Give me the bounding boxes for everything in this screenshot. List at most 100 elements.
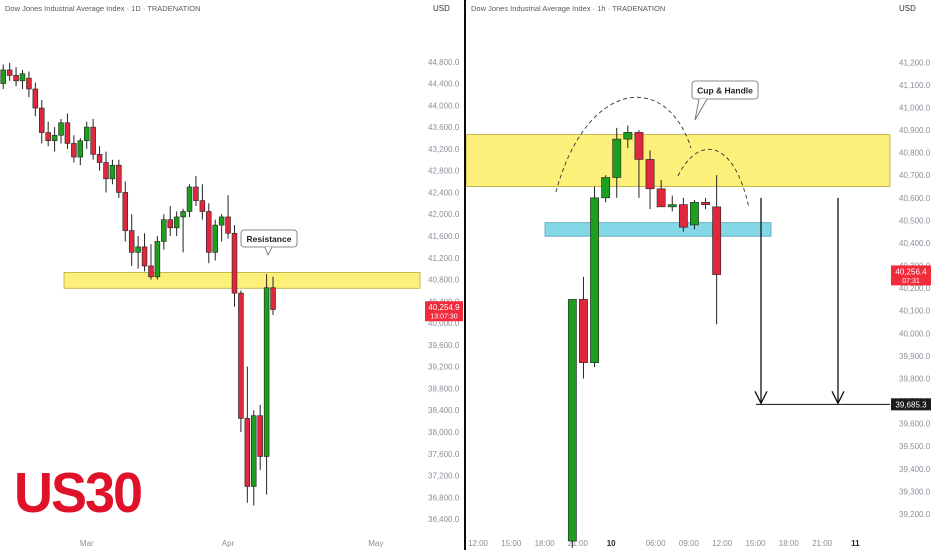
- candle-body: [64, 122, 71, 144]
- y-tick-label: 36,400.0: [428, 515, 460, 524]
- y-tick-label: 38,400.0: [428, 406, 460, 415]
- y-tick-label: 44,400.0: [428, 80, 460, 89]
- candle-body: [26, 77, 32, 90]
- y-tick-label: 41,100.0: [899, 81, 931, 90]
- right-chart-pane[interactable]: Dow Jones Industrial Average Index · 1h …: [466, 0, 932, 550]
- candle-body: [83, 126, 90, 142]
- y-tick-label: 39,400.0: [899, 465, 931, 474]
- cup-arc: [555, 96, 692, 193]
- candle-body: [678, 204, 688, 228]
- x-tick-label: 15:00: [745, 539, 766, 548]
- y-tick-label: 41,200.0: [428, 254, 460, 263]
- x-tick-label: 15:00: [501, 539, 522, 548]
- candle-body: [148, 265, 154, 278]
- candle-body: [186, 186, 193, 212]
- last-price-value: 40,254.9: [428, 303, 460, 312]
- x-tick-label: 12:00: [468, 539, 489, 548]
- candle-body: [58, 122, 64, 136]
- candle-body: [167, 219, 173, 229]
- pattern-label-pointer: [694, 98, 708, 121]
- candle-body: [90, 126, 96, 155]
- y-tick-label: 39,800.0: [899, 374, 931, 383]
- candle-body: [180, 211, 186, 218]
- resistance-label: Resistance: [247, 234, 292, 244]
- target-price-badge: [891, 398, 931, 411]
- y-tick-label: 42,400.0: [428, 188, 460, 197]
- currency-label-left: USD: [433, 4, 450, 13]
- last-price-badge: [425, 301, 463, 322]
- candle-body: [645, 159, 655, 190]
- projection-arrowhead: [754, 391, 768, 405]
- candle-body: [128, 230, 135, 253]
- x-tick-label: 09:00: [679, 539, 700, 548]
- candle-body: [590, 197, 599, 363]
- candle-body: [19, 73, 26, 82]
- daily-candlestick-chart[interactable]: 44,800.0 44,400.0 44,000.0 43,600.0 43,200.0…: [0, 0, 464, 550]
- chart-title-left: Dow Jones Industrial Average Index · 1D …: [5, 4, 201, 13]
- y-tick-label: 37,200.0: [428, 472, 460, 481]
- candle-body: [206, 211, 212, 253]
- x-tick-label: 06:00: [646, 539, 667, 548]
- candle-body: [251, 415, 257, 487]
- y-tick-label: 40,100.0: [899, 307, 931, 316]
- x-tick-label: Apr: [222, 539, 235, 548]
- candle-body: [701, 202, 710, 205]
- candle-body: [579, 299, 588, 363]
- candle-body: [601, 177, 611, 199]
- pane-divider[interactable]: [464, 0, 466, 550]
- y-tick-label: 41,600.0: [428, 232, 460, 241]
- candle-body: [244, 418, 251, 487]
- x-tick-label: 18:00: [535, 539, 556, 548]
- x-tick-label: 10: [607, 539, 616, 548]
- y-tick-label: 40,200.0: [899, 284, 931, 293]
- x-tick-label: 21:00: [812, 539, 833, 548]
- candle-body: [6, 69, 13, 76]
- candle-body: [13, 75, 19, 82]
- y-tick-label: 43,600.0: [428, 123, 460, 132]
- x-tick-label: Mar: [80, 539, 94, 548]
- candle-body: [135, 246, 141, 253]
- y-tick-label: 40,500.0: [899, 216, 931, 225]
- y-tick-label: 39,900.0: [899, 352, 931, 361]
- candle-body: [263, 287, 270, 457]
- pattern-label: Cup & Handle: [697, 86, 753, 96]
- x-tick-label: 18:00: [779, 539, 800, 548]
- candle-body: [238, 292, 244, 419]
- candle-body: [634, 132, 644, 160]
- candle-body: [173, 216, 180, 229]
- candle-body: [77, 140, 84, 158]
- hourly-candlestick-chart[interactable]: 41,200.0 41,100.0 41,000.0 40,900.0 40,800.0…: [466, 0, 932, 550]
- resistance-zone: [466, 134, 891, 187]
- left-chart-pane[interactable]: Dow Jones Industrial Average Index · 1D …: [0, 0, 464, 550]
- y-tick-label: 39,600.0: [428, 341, 460, 350]
- x-tick-label: 11: [851, 539, 860, 548]
- y-tick-label: 41,200.0: [899, 58, 931, 67]
- y-tick-label: 42,000.0: [428, 210, 460, 219]
- y-tick-label: 44,800.0: [428, 58, 460, 67]
- last-price-countdown: 07:31: [902, 278, 920, 285]
- currency-label-right: USD: [899, 4, 916, 13]
- candle-body: [667, 204, 677, 208]
- y-tick-label: 40,800.0: [899, 149, 931, 158]
- candle-body: [231, 232, 238, 294]
- y-tick-label: 44,000.0: [428, 101, 460, 110]
- y-tick-label: 40,700.0: [899, 171, 931, 180]
- last-price-badge: [891, 265, 931, 286]
- candle-body: [51, 134, 58, 142]
- y-tick-label: 36,800.0: [428, 493, 460, 502]
- x-tick-label: 12:00: [712, 539, 733, 548]
- y-tick-label: 40,000.0: [899, 329, 931, 338]
- candle-body: [154, 241, 161, 278]
- candle-body: [612, 138, 622, 178]
- last-price-value: 40,256.4: [895, 267, 927, 276]
- candle-body: [109, 164, 116, 180]
- y-tick-label: 40,400.0: [899, 239, 931, 248]
- pattern-label-box: [691, 80, 759, 100]
- candle-body: [656, 188, 666, 208]
- candle-body: [567, 299, 577, 542]
- candle-body: [193, 186, 199, 201]
- y-tick-label: 40,000.0: [428, 319, 460, 328]
- resistance-label-pointer: [264, 246, 273, 256]
- candle-body: [712, 206, 722, 275]
- y-tick-label: 40,800.0: [428, 276, 460, 285]
